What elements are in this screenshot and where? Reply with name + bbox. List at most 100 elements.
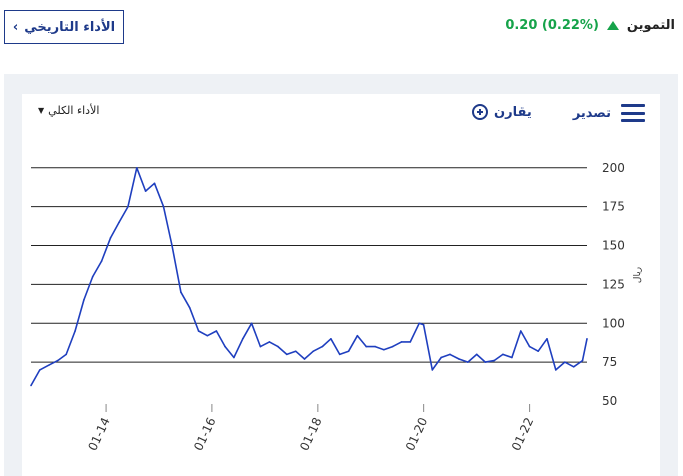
data-point (467, 361, 469, 363)
data-point (233, 356, 235, 359)
y-tick-label: 50 (602, 394, 617, 408)
data-point (188, 306, 191, 309)
data-point (391, 345, 394, 348)
data-point (47, 364, 50, 367)
data-point (109, 236, 112, 239)
data-point (475, 353, 478, 356)
data-point (422, 324, 425, 326)
data-point (409, 341, 412, 343)
x-tick-label: 01-22 (509, 415, 536, 453)
x-tick-label: 01-16 (191, 415, 218, 453)
data-point (153, 182, 156, 185)
data-point (546, 338, 548, 340)
ticker-summary: التموين 0.20 (0.22%) (505, 18, 675, 33)
up-arrow-icon (606, 21, 619, 30)
data-point (171, 244, 173, 247)
data-point (286, 353, 288, 356)
data-point (250, 322, 253, 325)
dropdown-triangle-icon: ▼ (38, 106, 45, 115)
data-point (511, 356, 513, 359)
menu-icon (621, 104, 645, 122)
compare-button[interactable]: يقارن (472, 104, 532, 120)
chart-card (22, 94, 660, 476)
data-point (294, 350, 297, 353)
chart-grid (31, 167, 587, 363)
y-axis-label: ريال (633, 267, 643, 283)
data-point (374, 345, 377, 348)
x-axis-ticks: 01-14 01-16 01-18 01-20 01-22 (85, 404, 536, 453)
data-point (180, 291, 182, 293)
data-point (39, 369, 41, 371)
historical-performance-button[interactable]: ‹ الأداء التاريخي (4, 10, 124, 44)
data-point (259, 345, 262, 348)
data-point (458, 358, 460, 360)
data-point (303, 358, 306, 360)
data-point (224, 345, 226, 348)
x-tick-label: 01-14 (85, 415, 112, 453)
data-point (440, 356, 442, 359)
data-point (100, 260, 103, 262)
data-point (321, 345, 324, 348)
data-point (91, 275, 94, 278)
data-point (555, 369, 557, 371)
data-point (65, 353, 68, 356)
data-point (484, 361, 487, 363)
y-tick-label: 175 (602, 200, 625, 214)
data-point (528, 345, 531, 348)
data-point (586, 338, 588, 340)
data-point (338, 353, 341, 356)
data-point (268, 341, 271, 343)
x-tick-label: 01-20 (403, 415, 430, 453)
data-point (56, 359, 59, 362)
performance-select-label: الأداء الكلي (48, 104, 100, 117)
data-point (144, 190, 147, 192)
data-point (564, 361, 566, 363)
data-point (74, 330, 76, 332)
data-point (30, 384, 32, 387)
data-point (418, 322, 420, 325)
data-point (581, 359, 584, 362)
chevron-left-icon: ‹ (12, 19, 19, 35)
historical-performance-label: الأداء التاريخي (24, 19, 116, 35)
data-point (502, 353, 504, 356)
data-point (449, 353, 451, 356)
data-point (136, 166, 138, 169)
data-point (400, 341, 403, 343)
data-point (197, 330, 200, 332)
export-button[interactable]: تصدير (573, 104, 645, 122)
compare-label: يقارن (494, 104, 532, 120)
data-point (83, 299, 85, 301)
plus-circle-icon (472, 104, 488, 120)
y-tick-label: 75 (602, 355, 617, 369)
data-point (330, 338, 332, 340)
data-point (356, 334, 359, 337)
data-point (519, 330, 522, 332)
data-point (118, 221, 120, 223)
performance-select[interactable]: ▼ الأداء الكلي (38, 104, 99, 117)
data-point (127, 205, 129, 208)
data-point (347, 350, 350, 353)
data-point (493, 359, 495, 362)
series-line (30, 167, 588, 386)
ticker-name: التموين (626, 18, 675, 33)
data-point (206, 334, 209, 337)
y-tick-label: 100 (602, 316, 625, 330)
data-point (241, 338, 244, 340)
y-tick-label: 150 (602, 239, 625, 253)
y-tick-label: 200 (602, 161, 625, 175)
data-point (215, 330, 218, 332)
export-label: تصدير (572, 105, 611, 121)
x-tick-label: 01-18 (297, 415, 324, 453)
data-point (537, 350, 539, 353)
data-point (277, 345, 279, 348)
y-axis-ticks: 50 75 100 125 150 175 200 (602, 161, 625, 408)
data-point (312, 350, 315, 353)
header-bar: ‹ الأداء التاريخي التموين 0.20 (0.22%) (0, 0, 683, 60)
y-tick-label: 125 (602, 277, 625, 291)
data-point (382, 348, 385, 351)
ticker-change: 0.20 (0.22%) (505, 18, 599, 33)
data-point (365, 345, 368, 348)
data-point (162, 205, 165, 208)
series-points (30, 166, 588, 387)
